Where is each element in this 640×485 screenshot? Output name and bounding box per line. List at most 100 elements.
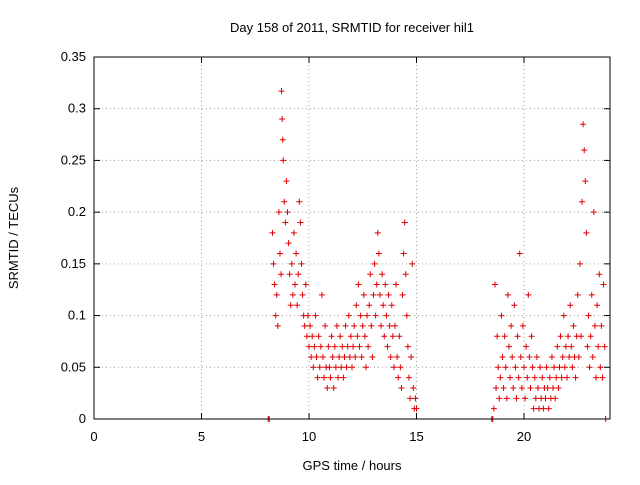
data-point — [560, 312, 567, 319]
data-point — [523, 343, 530, 350]
chart-title: Day 158 of 2011, SRMTID for receiver hil… — [230, 20, 474, 35]
data-point — [554, 343, 561, 350]
y-tick-label: 0.35 — [61, 49, 86, 64]
data-point — [316, 364, 323, 371]
data-point — [286, 271, 293, 278]
data-point — [288, 260, 295, 267]
data-point — [552, 395, 559, 402]
data-point — [557, 333, 564, 340]
data-point — [379, 271, 386, 278]
grid-layer — [94, 57, 610, 419]
data-point — [586, 364, 593, 371]
data-point — [353, 302, 360, 309]
data-point — [364, 312, 371, 319]
data-point — [508, 322, 515, 329]
data-point — [502, 364, 509, 371]
data-point — [517, 353, 524, 360]
data-point — [303, 333, 310, 340]
data-point — [347, 333, 354, 340]
data-point — [317, 343, 324, 350]
data-point — [534, 384, 541, 391]
data-point — [326, 364, 333, 371]
data-point — [392, 322, 398, 329]
data-point — [491, 281, 498, 288]
data-point — [504, 291, 511, 298]
data-point — [493, 384, 500, 391]
data-point — [503, 395, 510, 402]
data-point — [324, 384, 331, 391]
data-point — [555, 384, 562, 391]
data-point — [518, 384, 525, 391]
data-point — [561, 364, 568, 371]
data-point — [579, 198, 586, 205]
data-point — [368, 322, 375, 329]
data-point — [400, 250, 407, 257]
data-point — [556, 364, 563, 371]
data-point — [526, 353, 533, 360]
data-point — [548, 353, 555, 360]
data-point — [378, 322, 385, 329]
data-point — [574, 291, 581, 298]
data-point — [289, 291, 296, 298]
data-point — [374, 229, 381, 236]
data-point — [567, 302, 574, 309]
data-point — [329, 353, 336, 360]
data-point — [583, 229, 590, 236]
marks-layer — [265, 88, 609, 422]
data-point — [344, 343, 351, 350]
data-point — [274, 322, 281, 329]
data-point — [325, 343, 332, 350]
data-point — [595, 343, 602, 350]
x-tick-label: 20 — [517, 429, 531, 444]
data-point — [512, 364, 519, 371]
data-point — [412, 395, 419, 402]
data-point — [367, 271, 374, 278]
data-point — [566, 353, 573, 360]
data-point — [590, 209, 597, 216]
data-point — [370, 291, 377, 298]
x-tick-label: 10 — [302, 429, 316, 444]
data-point — [572, 374, 579, 381]
data-point — [331, 343, 338, 350]
data-point — [387, 353, 394, 360]
data-point — [339, 343, 346, 350]
data-point — [545, 405, 552, 412]
data-point — [283, 178, 290, 185]
data-point — [279, 116, 286, 123]
data-point — [396, 333, 403, 340]
x-tick-label: 0 — [90, 429, 97, 444]
y-tick-label: 0.05 — [61, 359, 86, 374]
data-point — [314, 374, 321, 381]
data-point — [352, 353, 359, 360]
data-point — [405, 374, 412, 381]
data-point — [524, 374, 531, 381]
data-point — [600, 281, 607, 288]
data-point — [401, 219, 408, 226]
data-point — [330, 384, 337, 391]
data-point — [276, 250, 283, 257]
data-point — [527, 384, 534, 391]
data-point — [366, 302, 373, 309]
data-point — [513, 395, 520, 402]
y-tick-label: 0.15 — [61, 256, 86, 271]
data-point — [346, 353, 353, 360]
y-tick-label: 0.1 — [68, 308, 86, 323]
data-point — [328, 333, 335, 340]
data-point — [375, 250, 382, 257]
data-point — [285, 240, 292, 247]
data-point — [315, 333, 322, 340]
data-point — [306, 343, 312, 350]
data-point — [357, 312, 364, 319]
data-point — [565, 333, 572, 340]
data-point — [498, 312, 505, 319]
data-point — [559, 353, 566, 360]
data-point — [356, 343, 363, 350]
data-point — [553, 374, 560, 381]
data-point — [310, 364, 317, 371]
data-point — [598, 322, 605, 329]
data-point — [376, 291, 383, 298]
data-point — [272, 312, 279, 319]
data-point — [270, 260, 277, 267]
data-point — [580, 121, 587, 128]
